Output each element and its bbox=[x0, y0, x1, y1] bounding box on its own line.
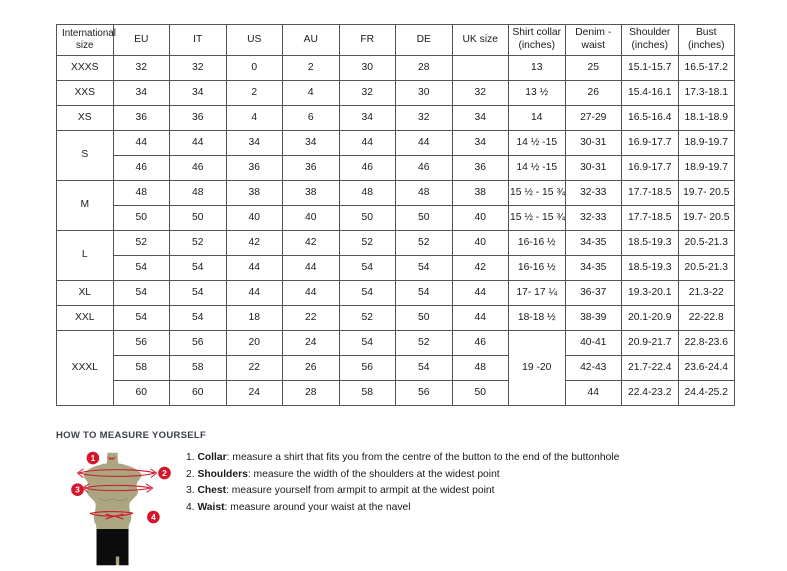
svg-text:2: 2 bbox=[162, 468, 167, 478]
svg-text:1: 1 bbox=[91, 453, 96, 463]
svg-text:3: 3 bbox=[75, 485, 80, 495]
svg-text:4: 4 bbox=[151, 512, 156, 522]
